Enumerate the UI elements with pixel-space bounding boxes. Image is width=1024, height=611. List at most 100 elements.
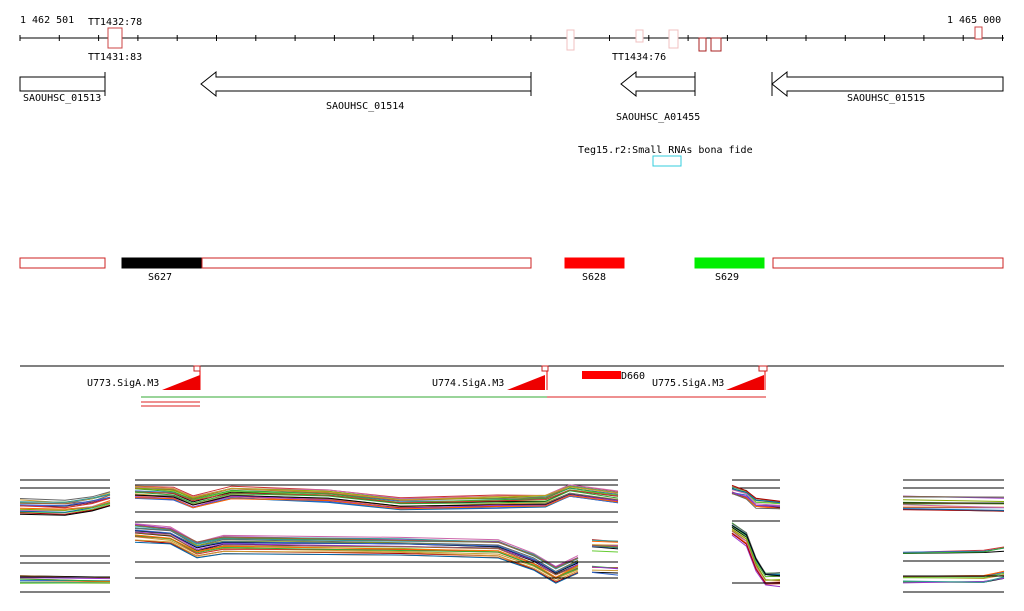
gene-track: SAOUHSC_01513 SAOUHSC_01514 SAOUHSC_A014… (19, 70, 1004, 123)
profile-line (19, 577, 111, 580)
segment-block[interactable] (564, 257, 625, 269)
terminator-marker[interactable] (710, 37, 722, 52)
profile-line (134, 529, 579, 573)
profile-line (591, 569, 619, 572)
gene-label: SAOUHSC_01515 (847, 93, 925, 104)
profile-line (134, 487, 619, 504)
ruler-end-label: 1 465 000 (947, 15, 1001, 26)
segment-outline[interactable] (19, 257, 106, 269)
profile-line (134, 536, 579, 580)
profile-line (19, 502, 111, 511)
promoter-marker[interactable] (541, 365, 549, 372)
segment-label: S627 (148, 272, 172, 283)
profile-line (19, 494, 111, 505)
promoter-label: U775.SigA.M3 (652, 378, 724, 389)
gene-label: SAOUHSC_01513 (23, 93, 101, 104)
downshift-block[interactable] (582, 371, 621, 379)
profile-line (902, 547, 1005, 553)
profile-line (134, 489, 619, 504)
small-rna-box[interactable] (652, 155, 682, 167)
gene-arrow[interactable] (19, 76, 106, 92)
promoter-label: U773.SigA.M3 (87, 378, 159, 389)
profile-line (902, 504, 1005, 508)
terminator-marker[interactable] (566, 29, 575, 51)
gene-label: SAOUHSC_A01455 (616, 112, 700, 123)
profile-line (903, 572, 1005, 579)
profile-line (902, 576, 1005, 583)
profile-line (902, 547, 1005, 554)
promoter-marker[interactable] (193, 365, 201, 372)
profile-line (591, 540, 619, 543)
terminator-marker[interactable] (668, 29, 679, 49)
segment-label: S629 (715, 272, 739, 283)
segment-block[interactable] (121, 257, 202, 269)
profile-line (731, 534, 781, 588)
profile-line (591, 539, 619, 542)
profile-line (134, 485, 619, 501)
promoter-marker[interactable] (758, 365, 768, 372)
segment-outline[interactable] (201, 257, 532, 269)
profile-line (19, 491, 111, 504)
segment-outline[interactable] (772, 257, 1004, 269)
profile-line (19, 503, 111, 514)
profile-line (731, 525, 781, 578)
profile-line (902, 508, 1005, 512)
terminator-marker[interactable] (107, 27, 123, 49)
profile-line (731, 488, 781, 504)
profile-line (134, 532, 579, 576)
profile-line (731, 489, 781, 506)
profile-line (591, 566, 619, 570)
small-rna-label: Teg15.r2:Small RNAs bona fide (578, 145, 753, 156)
small-rna-track: Teg15.r2:Small RNAs bona fide (578, 145, 753, 167)
terminator-track: TT1432:78 TT1431:83 TT1434:76 (88, 17, 983, 63)
gene-label: SAOUHSC_01514 (326, 101, 404, 112)
terminator-marker[interactable] (974, 26, 983, 40)
terminator-label: TT1432:78 (88, 17, 142, 28)
gene-arrow[interactable] (200, 70, 532, 98)
profile-line (134, 541, 579, 584)
profile-line (731, 492, 781, 507)
terminator-marker[interactable] (635, 29, 644, 43)
segment-track: S627 S628 S629 (19, 257, 1004, 283)
position-ruler: 1 462 501 1 465 000 (19, 15, 1004, 41)
promoter-triangle[interactable] (162, 375, 200, 390)
profile-line (134, 524, 579, 569)
promoter-triangle[interactable] (507, 375, 545, 390)
profile-line (902, 499, 1005, 502)
profile-line (902, 577, 1005, 584)
profile-line (731, 525, 781, 577)
profile-line (19, 496, 111, 507)
gene-arrow[interactable] (771, 70, 1004, 98)
terminator-label: TT1431:83 (88, 52, 142, 63)
profile-line (731, 484, 781, 502)
profile-line (731, 528, 781, 581)
terminator-marker[interactable] (698, 37, 707, 52)
profile-line (19, 493, 111, 503)
ruler-start-label: 1 462 501 (20, 15, 74, 26)
profile-line (19, 578, 111, 582)
profile-line (134, 539, 579, 582)
promoter-label: U774.SigA.M3 (432, 378, 504, 389)
expression-profiles (19, 479, 1005, 593)
profile-line (591, 571, 619, 576)
profile-line (19, 491, 111, 501)
profile-line (902, 508, 1005, 511)
segment-block[interactable] (694, 257, 765, 269)
profile-line (591, 550, 619, 553)
profile-line (134, 534, 579, 578)
terminator-label: TT1434:76 (612, 52, 666, 63)
profile-line (591, 544, 619, 548)
profile-line (19, 497, 111, 509)
profile-line (134, 490, 619, 505)
profile-line (134, 493, 619, 507)
downshift-label: D660 (621, 371, 645, 382)
gene-arrow[interactable] (620, 70, 696, 98)
ruler-ticks (19, 35, 1003, 41)
promoter-triangle[interactable] (726, 375, 764, 390)
profile-line (19, 504, 111, 515)
profile-line (19, 505, 111, 516)
segment-label: S628 (582, 272, 606, 283)
profile-line (19, 500, 111, 510)
promoter-track: U773.SigA.M3 U774.SigA.M3 U775.SigA.M3 D… (20, 365, 1004, 407)
